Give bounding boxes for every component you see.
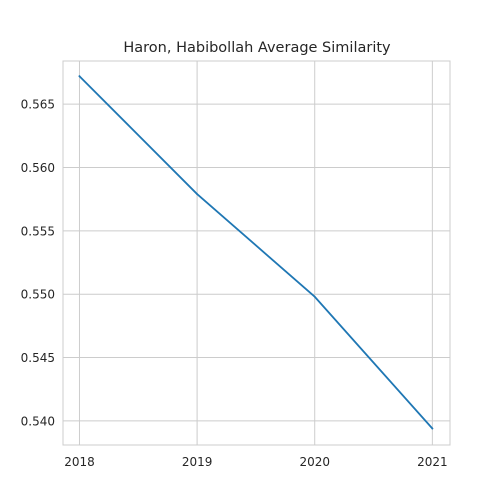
x-tick-label: 2020 (299, 455, 330, 469)
x-tick-label: 2019 (182, 455, 213, 469)
y-tick-label: 0.545 (21, 351, 55, 365)
chart-title: Haron, Habibollah Average Similarity (123, 40, 391, 56)
plot-frame (62, 60, 451, 446)
grid-lines (63, 61, 450, 445)
x-axis-ticks: 2018 2019 2020 2021 (64, 455, 447, 469)
y-tick-label: 0.540 (21, 414, 55, 428)
y-axis-ticks: 0.540 0.545 0.550 0.555 0.560 0.565 (21, 98, 55, 429)
data-point (78, 75, 81, 78)
x-tick-label: 2018 (64, 455, 95, 469)
series-line (78, 75, 434, 430)
data-point (431, 427, 434, 430)
y-tick-label: 0.560 (21, 161, 55, 175)
y-tick-label: 0.555 (21, 224, 55, 238)
y-tick-label: 0.550 (21, 288, 55, 302)
data-point (313, 295, 316, 298)
series-layer (78, 75, 434, 430)
x-tick-label: 2021 (417, 455, 448, 469)
data-point (196, 193, 198, 195)
y-tick-label: 0.565 (21, 98, 55, 112)
